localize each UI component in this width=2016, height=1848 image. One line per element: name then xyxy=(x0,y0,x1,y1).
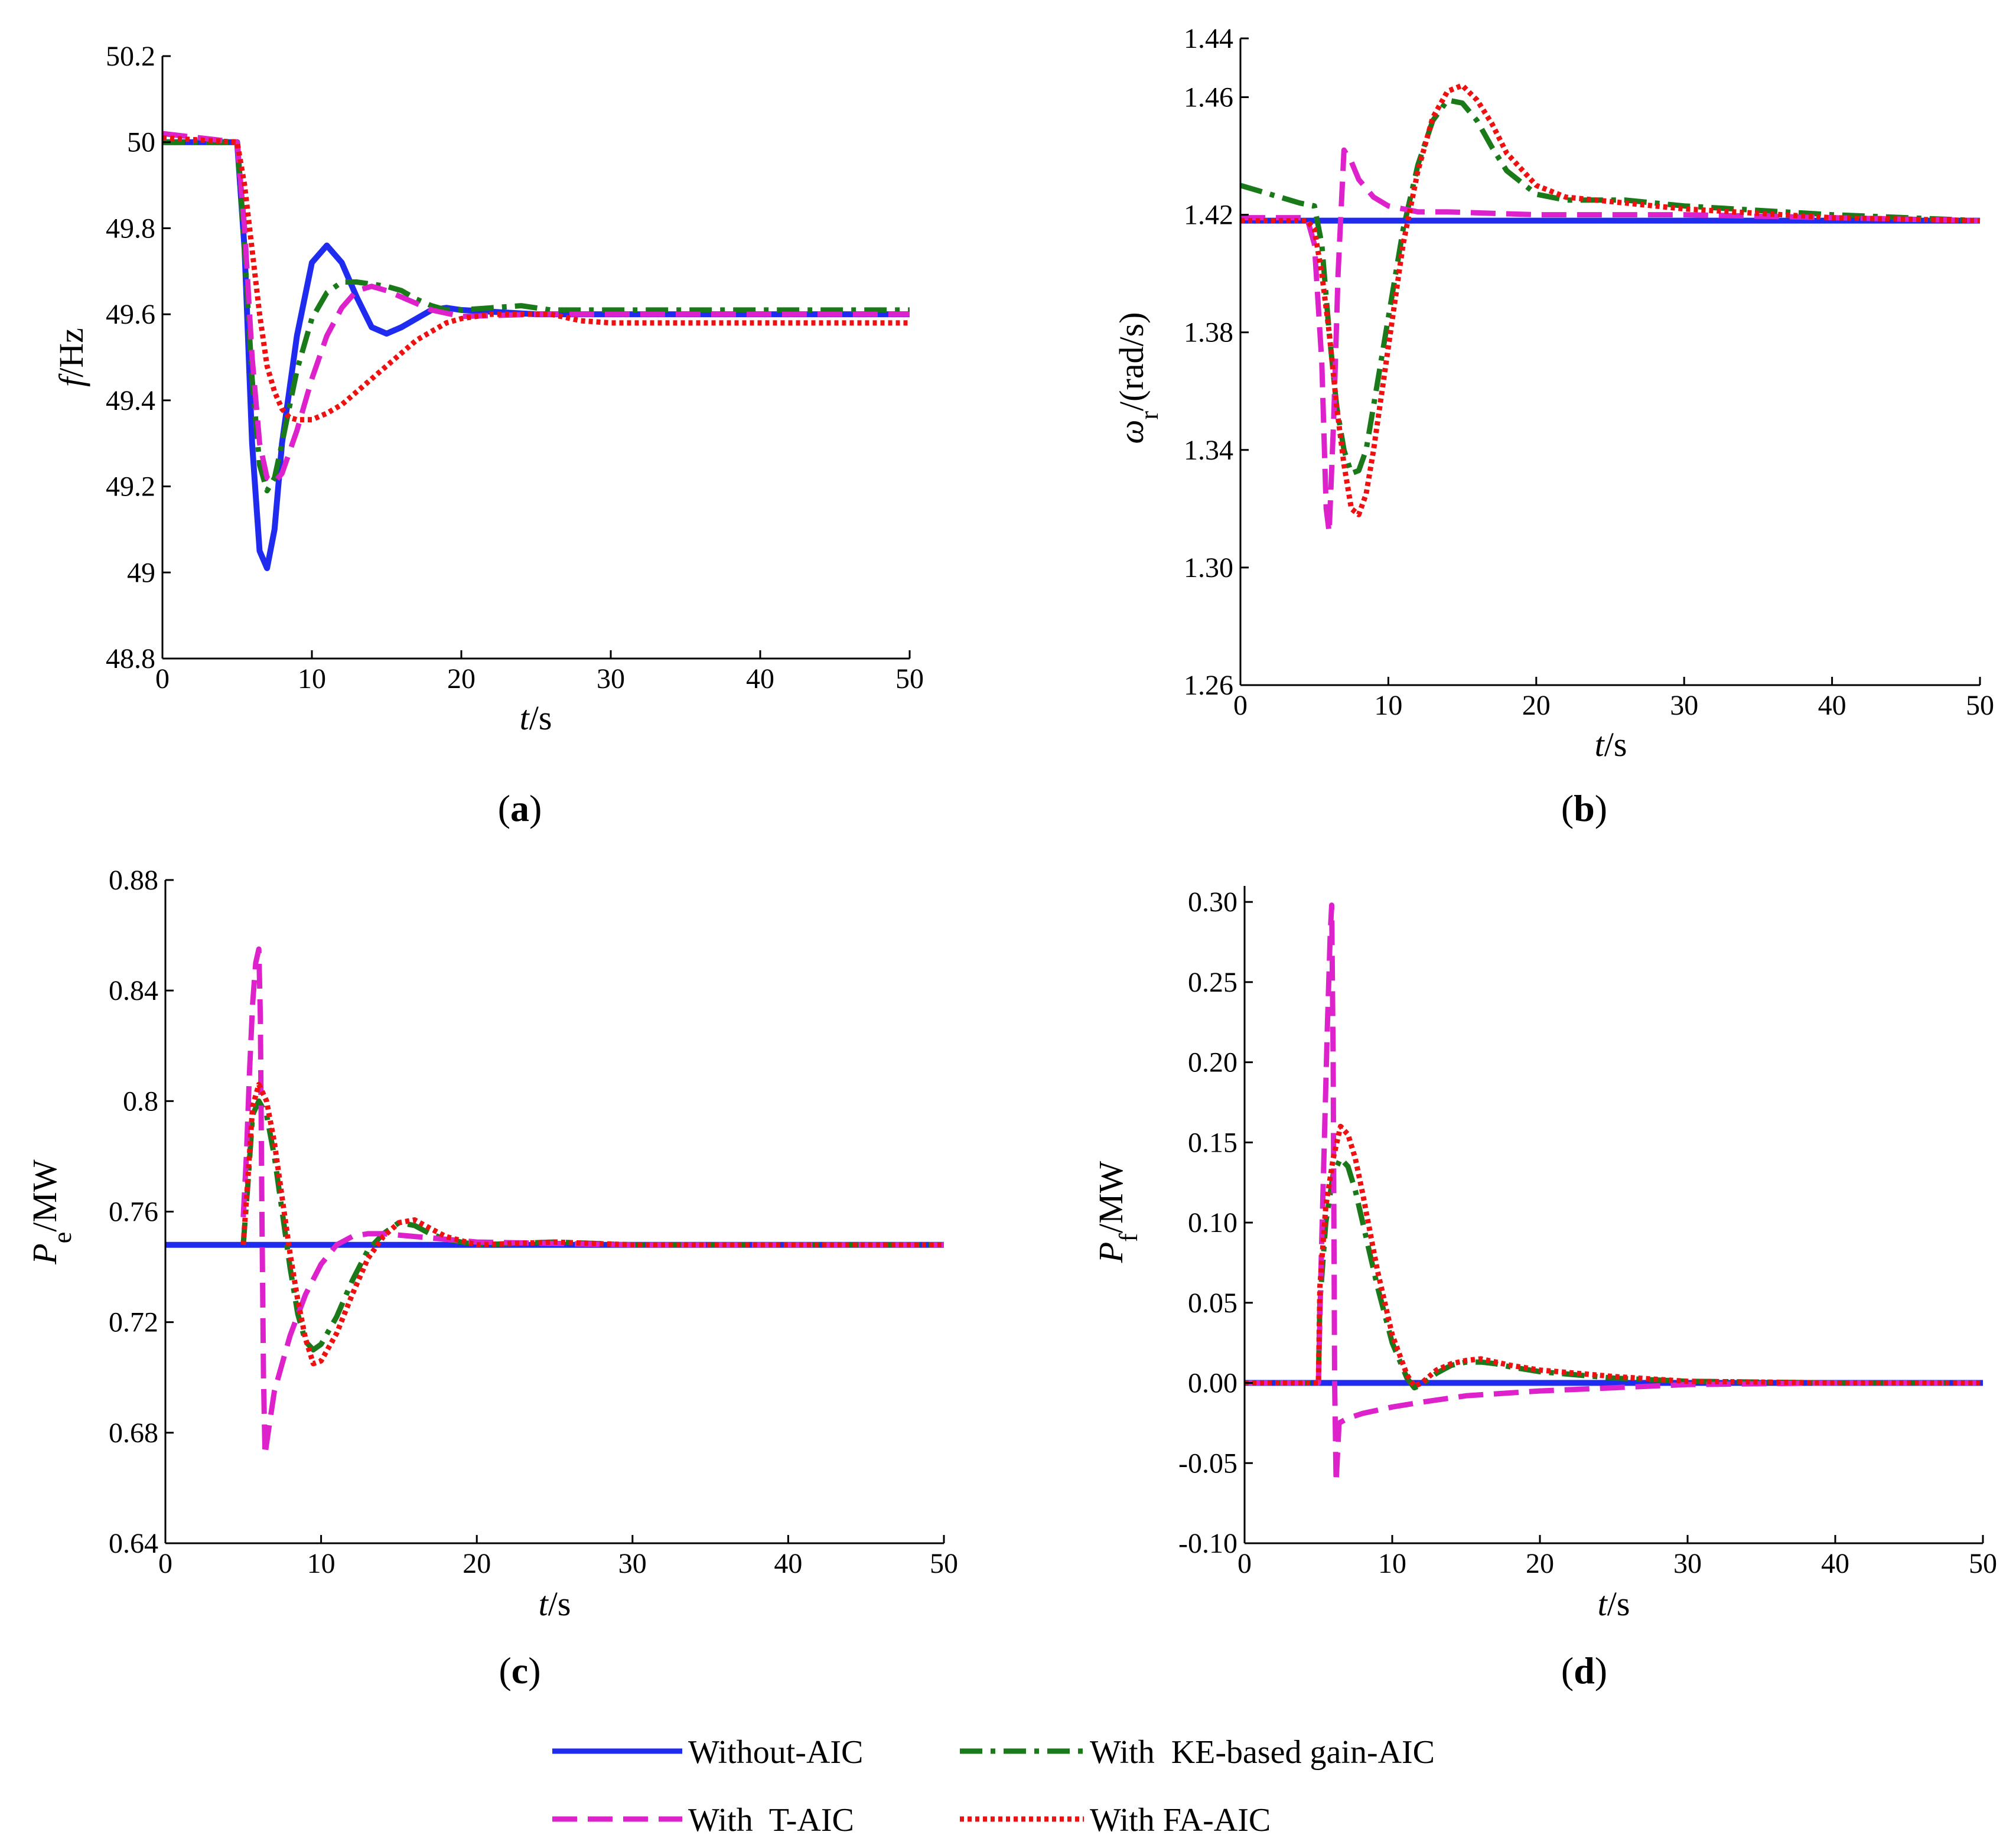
x-tick-label-a: 10 xyxy=(298,663,326,695)
x-tick-label-c: 40 xyxy=(774,1548,802,1579)
x-tick-label-b: 40 xyxy=(1818,690,1846,721)
ticks-b: 0 10 20 30 40 50 1.26 1.30 1.34 1.38 1.42 1.46 1.44 xyxy=(1184,23,1994,721)
panel-d: 0 10 20 30 40 50 -0.10 -0.05 0.00 0.05 0.10 0.15 0.2… xyxy=(1092,886,1997,1691)
x-axis-label-a: t/s xyxy=(520,699,552,737)
x-tick-label-c: 20 xyxy=(463,1548,491,1579)
y-tick-label-d: 0.30 xyxy=(1188,886,1237,918)
x-tick-label-d: 50 xyxy=(1969,1548,1997,1579)
series-line-d-with-fa-aic xyxy=(1245,1123,1983,1389)
x-tick-label-a: 20 xyxy=(447,663,475,695)
y-axis-label-b: ωr/(rad/s) xyxy=(1112,312,1164,444)
x-tick-label-a: 40 xyxy=(746,663,774,695)
y-axis-label-a: f/Hz xyxy=(52,328,90,387)
panel-caption-c: (c) xyxy=(499,1650,540,1691)
y-tick-label-a: 49.6 xyxy=(106,299,155,330)
x-tick-label-b: 0 xyxy=(1233,690,1248,721)
legend-label-without-aic: Without-AIC xyxy=(688,1734,863,1771)
y-tick-label-d: -0.05 xyxy=(1178,1448,1237,1479)
panel-caption-d: (d) xyxy=(1561,1650,1607,1691)
y-tick-label-a: 49.2 xyxy=(106,471,155,503)
y-tick-label-c: 0.72 xyxy=(109,1307,158,1338)
ticks-c: 0 10 20 30 40 50 0.64 0.68 0.72 0.76 0.8 0.84 0.88 xyxy=(109,865,958,1579)
x-tick-label-b: 10 xyxy=(1374,690,1402,721)
x-tick-label-b: 30 xyxy=(1670,690,1698,721)
x-tick-label-d: 10 xyxy=(1378,1548,1406,1579)
panel-caption-a: (a) xyxy=(498,787,542,829)
panel-a: 0 10 20 30 40 5048.84949.249.449.649.85050.2 … xyxy=(52,41,924,829)
y-tick-label-a: 49 xyxy=(127,557,155,588)
y-tick-label-a: 49.8 xyxy=(106,213,155,244)
ticks-d: 0 10 20 30 40 50 -0.10 -0.05 0.00 0.05 0.10 0.15 0.2… xyxy=(1178,886,1997,1579)
plot-area-b xyxy=(1239,83,1981,535)
legend-label-ke-based-gain-aic: With KE-based gain-AIC xyxy=(1090,1734,1435,1771)
y-tick-label-c: 0.64 xyxy=(109,1528,158,1559)
y-tick-label-a: 50 xyxy=(127,127,155,158)
y-tick-label-c: 0.8 xyxy=(123,1086,158,1117)
y-tick-label-d: 0.00 xyxy=(1188,1368,1237,1399)
panel-b: 0 10 20 30 40 501.261.301.341.381.421.461.44 … xyxy=(1112,23,1994,829)
y-tick-label-b: 1.26 xyxy=(1184,670,1233,701)
y-tick-label-c: 0.76 xyxy=(109,1197,158,1228)
y-tick-label-d: 0.05 xyxy=(1188,1288,1237,1319)
y-tick-label-d: 0.20 xyxy=(1188,1047,1237,1078)
x-tick-label-a: 50 xyxy=(895,663,924,695)
x-tick-label-c: 30 xyxy=(618,1548,647,1579)
ticks-a: 0 10 20 30 40 50 48.8 49 49.2 49.4 49.6 49.8 50 50.2 xyxy=(106,41,924,695)
x-tick-label-d: 30 xyxy=(1673,1548,1702,1579)
x-tick-label-c: 50 xyxy=(930,1548,958,1579)
y-tick-label-c: 0.68 xyxy=(109,1417,158,1449)
y-tick-label-c: 0.84 xyxy=(109,975,158,1006)
y-axis-label-c: Pe/MW xyxy=(25,1159,77,1265)
panel-caption-b: (b) xyxy=(1561,787,1607,829)
panel-c: 0 10 20 30 40 50 0.64 0.68 0.72 0.76 0.8 0.84 0.88 P… xyxy=(25,865,958,1691)
series-line-a-with-t-aic xyxy=(162,131,910,485)
y-tick-label-d: 0.15 xyxy=(1188,1127,1237,1158)
y-axis-label-d: Pf/MW xyxy=(1092,1161,1143,1263)
x-tick-label-a: 0 xyxy=(155,663,170,695)
series-line-c-with-t-aic xyxy=(240,946,944,1458)
x-axis-label-c: t/s xyxy=(539,1585,571,1623)
y-tick-label-d: -0.10 xyxy=(1178,1528,1237,1559)
y-tick-label-b: 1.46 xyxy=(1184,82,1233,113)
y-tick-label-a: 49.4 xyxy=(106,385,155,416)
x-tick-label-b: 50 xyxy=(1966,690,1994,721)
legend-label-t-aic: With T-AIC xyxy=(688,1802,854,1839)
y-tick-label-b: 1.30 xyxy=(1184,552,1233,584)
series-line-a-with-ke-based-gain-aic xyxy=(162,139,910,494)
x-tick-label-d: 40 xyxy=(1821,1548,1849,1579)
y-tick-label-a: 48.8 xyxy=(106,643,155,674)
plot-area-a xyxy=(162,131,910,571)
series-line-a-with-fa-aic xyxy=(162,135,910,423)
x-axis-label-d: t/s xyxy=(1598,1585,1630,1623)
x-axis-label-b: t/s xyxy=(1595,725,1627,764)
x-tick-label-c: 0 xyxy=(158,1548,172,1579)
y-tick-label-b: 1.44 xyxy=(1184,23,1233,54)
y-tick-label-b: 1.42 xyxy=(1184,200,1233,231)
series-line-d-with-t-aic xyxy=(1245,902,1983,1485)
x-tick-label-d: 0 xyxy=(1237,1548,1252,1579)
y-tick-label-b: 1.38 xyxy=(1184,317,1233,348)
y-tick-label-d: 0.10 xyxy=(1188,1207,1237,1238)
x-tick-label-b: 20 xyxy=(1522,690,1551,721)
x-tick-label-d: 20 xyxy=(1526,1548,1554,1579)
y-tick-label-d: 0.25 xyxy=(1188,967,1237,998)
x-tick-label-c: 10 xyxy=(307,1548,336,1579)
legend-label-fa-aic: With FA-AIC xyxy=(1090,1802,1271,1839)
x-tick-label-a: 30 xyxy=(597,663,625,695)
y-tick-label-c: 0.88 xyxy=(109,865,158,896)
series-line-c-with-fa-aic xyxy=(240,1081,944,1367)
plot-area-d xyxy=(1245,902,1983,1485)
plot-area-c xyxy=(165,946,944,1458)
legend: Without-AIC With KE-based gain-AIC With … xyxy=(552,1734,1435,1839)
y-tick-label-b: 1.34 xyxy=(1184,435,1233,466)
y-tick-label-a: 50.2 xyxy=(106,41,155,72)
